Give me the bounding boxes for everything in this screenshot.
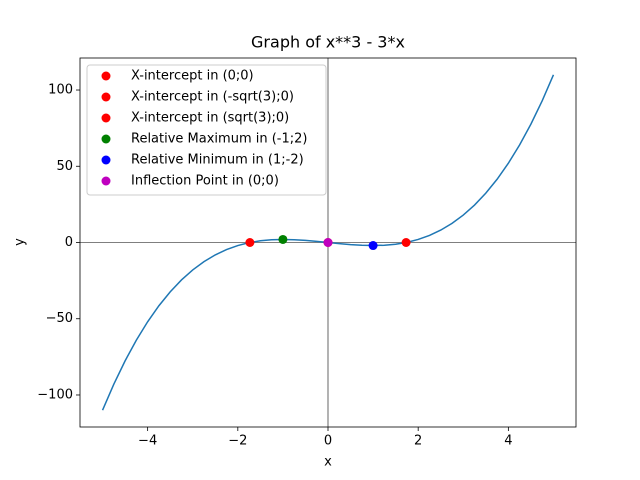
y-tick-label: 0 [65, 235, 73, 250]
point [278, 234, 288, 244]
point [401, 238, 411, 247]
legend-marker [101, 92, 111, 102]
x-tick-label: 4 [504, 434, 512, 449]
y-tick-label: −50 [46, 311, 73, 326]
legend-marker [101, 155, 111, 165]
point [323, 238, 333, 247]
y-tick-label: 50 [56, 159, 73, 174]
x-tick-label: −2 [228, 434, 247, 449]
x-tick-label: 2 [414, 434, 422, 449]
y-tick-label: 100 [48, 83, 73, 98]
legend-marker [101, 71, 111, 81]
legend-label: Relative Maximum in (-1;2) [131, 132, 307, 147]
chart-title: Graph of x**3 - 3*x [251, 33, 405, 52]
legend-label: X-intercept in (sqrt(3);0) [131, 111, 289, 126]
y-tick-label: −100 [37, 387, 73, 402]
x-tick-label: −4 [138, 434, 157, 449]
legend-marker [101, 113, 111, 123]
legend-label: Relative Minimum in (1;-2) [131, 153, 304, 168]
plot-frame [79, 57, 577, 428]
legend-label: Inflection Point in (0;0) [131, 174, 279, 189]
x-axis-label: x [324, 455, 332, 470]
y-axis-label: y [13, 238, 28, 246]
x-tick-label: 0 [324, 434, 332, 449]
point [245, 238, 255, 247]
legend-marker [101, 176, 111, 186]
legend-label: X-intercept in (0;0) [131, 69, 254, 84]
legend-marker [101, 134, 111, 144]
legend-label: X-intercept in (-sqrt(3);0) [131, 90, 294, 105]
point [368, 241, 378, 251]
legend-box [86, 64, 327, 196]
